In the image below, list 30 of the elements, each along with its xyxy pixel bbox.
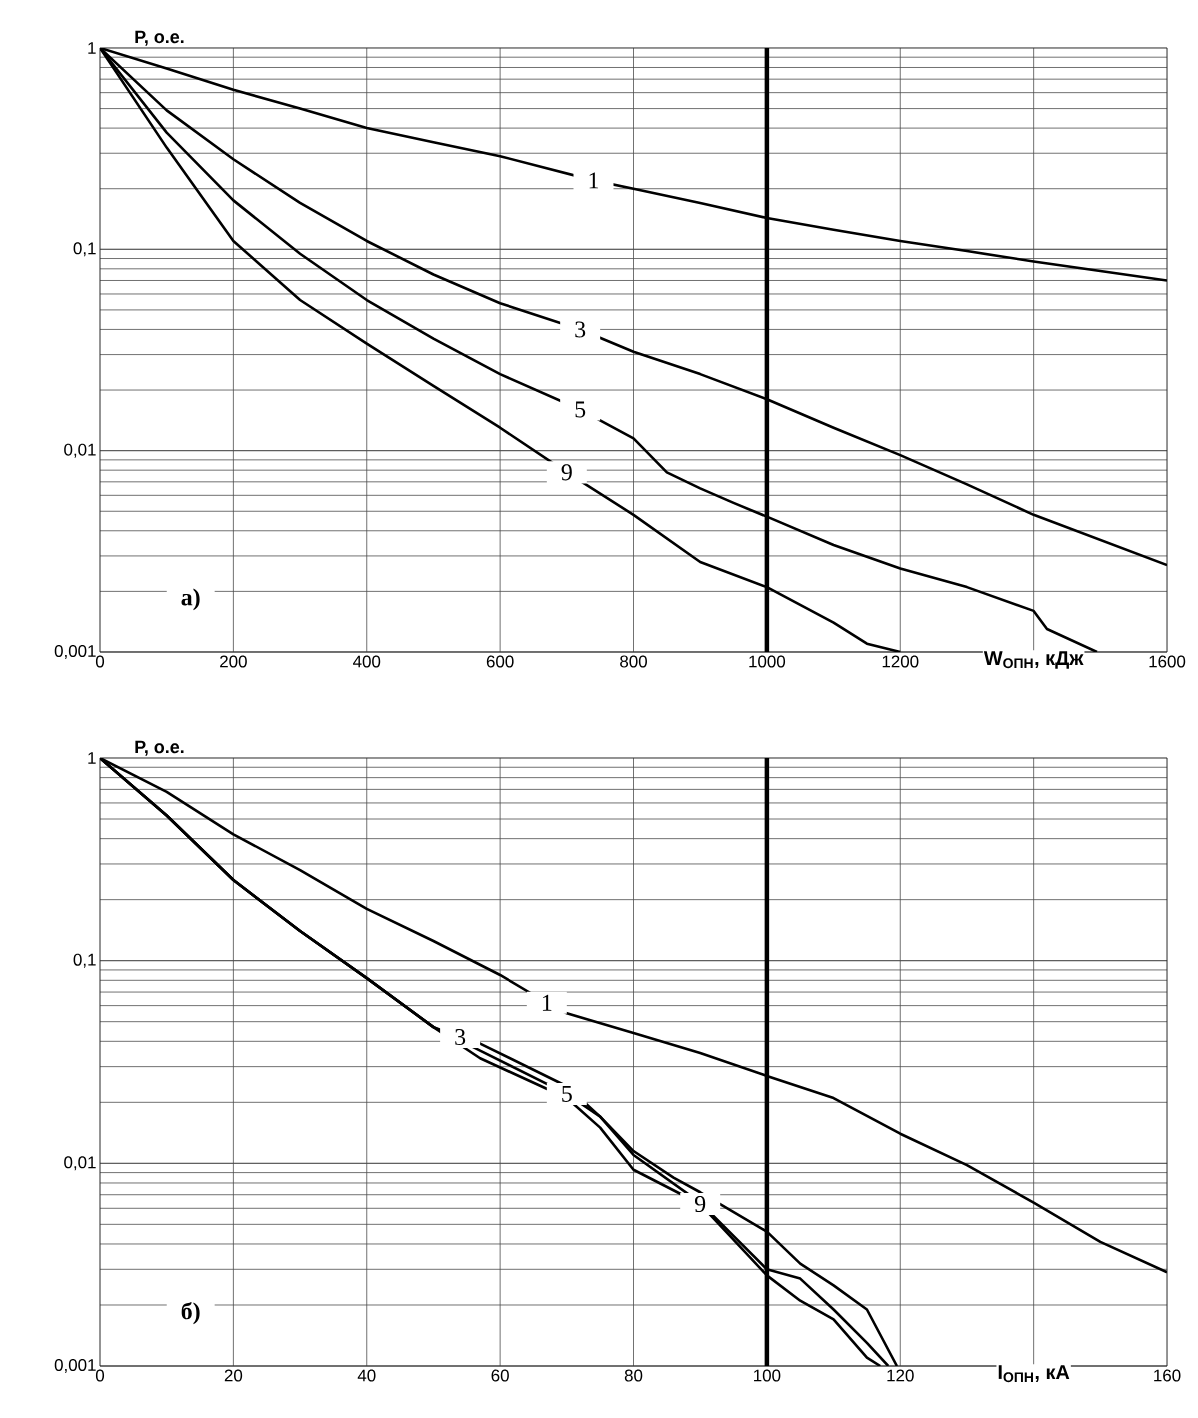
x-tick-label: 200 — [220, 655, 247, 668]
y-tick-label: 0,01 — [64, 443, 96, 458]
x-axis-title: W$_{ОПН}$, кДж — [983, 651, 1084, 669]
y-tick-label: 0,001 — [54, 1359, 96, 1373]
annotation: а) — [181, 588, 200, 611]
y-axis-title: P, о.е. — [135, 30, 184, 46]
x-tick-label: 600 — [486, 655, 514, 668]
x-tick-label: 1200 — [882, 655, 919, 668]
x-tick-label: 60 — [491, 1369, 509, 1382]
x-tick-label: 400 — [353, 655, 381, 668]
y-axis-title: P, о.е. — [135, 740, 184, 756]
x-axis-title: I$_{ОПН}$, кА — [998, 1365, 1070, 1383]
x-tick-label: 0 — [95, 655, 105, 668]
x-tick-label: 1600 — [1149, 655, 1186, 668]
x-tick-label: 0 — [95, 1369, 105, 1382]
y-tick-label: 1 — [88, 42, 96, 54]
x-tick-label: 160 — [1154, 1369, 1181, 1382]
x-tick-label: 1000 — [749, 655, 786, 668]
x-tick-label: 800 — [620, 655, 647, 668]
y-tick-label: 0,01 — [64, 1156, 96, 1171]
x-tick-label: 120 — [887, 1369, 914, 1382]
y-tick-label: 0,1 — [73, 242, 96, 257]
x-tick-label: 100 — [754, 1369, 781, 1382]
x-tick-label: 20 — [224, 1369, 243, 1382]
x-tick-label: 40 — [357, 1369, 376, 1382]
x-tick-label: 80 — [624, 1369, 643, 1382]
y-tick-label: 0,1 — [73, 953, 96, 968]
y-tick-label: 0,001 — [54, 644, 96, 659]
annotation: б) — [181, 1302, 200, 1325]
y-tick-label: 1 — [88, 752, 96, 764]
